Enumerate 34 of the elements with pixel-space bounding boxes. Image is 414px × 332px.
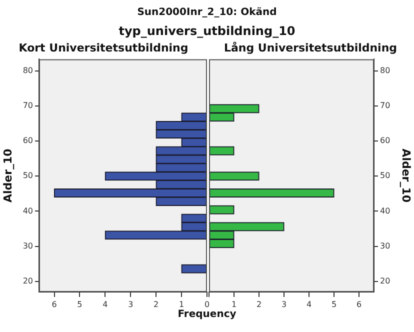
chart-title: Lång Universitetsutbildning bbox=[224, 41, 398, 54]
x-tick-label: 0 bbox=[204, 300, 210, 309]
y-tick-label: 20 bbox=[22, 276, 33, 286]
y-tick-label: 60 bbox=[380, 136, 390, 146]
y-tick-label: 30 bbox=[380, 241, 390, 250]
x-tick-label: 4 bbox=[102, 300, 108, 309]
x-tick-label: 2 bbox=[256, 300, 262, 309]
y-tick-label: 70 bbox=[22, 100, 33, 110]
x-tick-label: 4 bbox=[306, 300, 312, 309]
y-tick-label: 30 bbox=[22, 241, 33, 250]
y-tick-label: 40 bbox=[380, 206, 390, 216]
text: Sun2000Inr_2_10: Okänd bbox=[136, 7, 278, 18]
chart-title: Kort Universitetsutbildning bbox=[18, 41, 188, 54]
x-tick-label: 1 bbox=[231, 300, 237, 309]
y-tick-label: 80 bbox=[22, 66, 33, 75]
y-tick-label: 40 bbox=[22, 206, 33, 216]
y-axis-title: Alder_10 bbox=[400, 148, 413, 203]
x-tick-label: 6 bbox=[52, 300, 57, 309]
y-tick-label: 50 bbox=[380, 171, 390, 180]
x-axis-title: Frequency bbox=[176, 309, 238, 320]
y-tick-label: 70 bbox=[380, 100, 390, 110]
x-tick-label: 5 bbox=[77, 300, 82, 309]
x-tick-label: 1 bbox=[179, 300, 184, 309]
text: typ_univers_utbildning_10 bbox=[118, 24, 296, 38]
y-tick-label: 80 bbox=[380, 66, 390, 75]
x-tick-label: 3 bbox=[281, 300, 287, 309]
x-tick-label: 6 bbox=[356, 300, 362, 309]
y-tick-label: 50 bbox=[22, 171, 33, 180]
x-tick-label: 3 bbox=[128, 300, 134, 309]
x-tick-label: 2 bbox=[154, 300, 159, 309]
y-tick-label: 20 bbox=[380, 276, 390, 286]
y-axis-title: Alder_10 bbox=[1, 148, 14, 203]
x-tick-label: 5 bbox=[331, 300, 337, 309]
y-tick-label: 60 bbox=[22, 136, 33, 146]
